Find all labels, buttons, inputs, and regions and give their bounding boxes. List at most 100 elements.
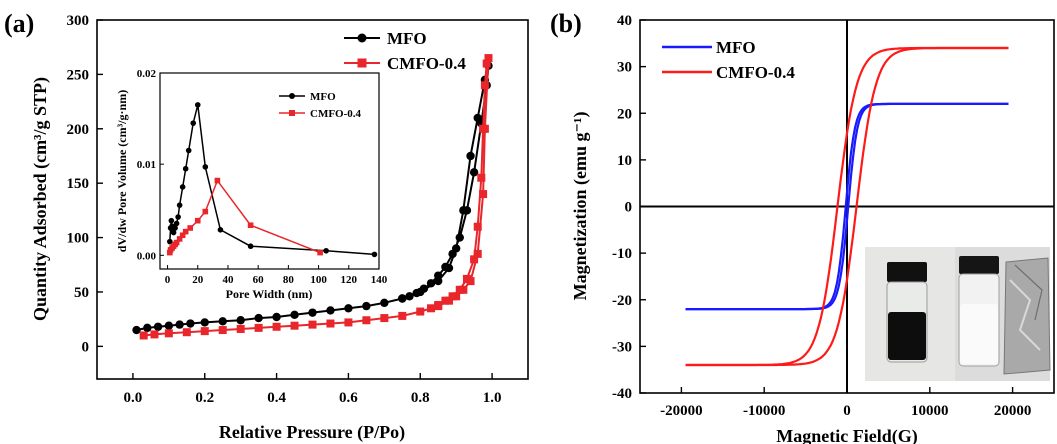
- panel-a-point-cmfo: [326, 319, 335, 328]
- inset-point-mfo: [170, 229, 177, 236]
- inset-ticks: 0 20 40 60 80 100 120 140 0.00 0.01 0.02: [137, 68, 388, 286]
- panel-a-point-cmfo: [164, 329, 173, 338]
- inset-point-mfo: [371, 251, 378, 258]
- inset-x-tick-label: 140: [371, 274, 388, 286]
- panel-a-point-mfo: [380, 298, 389, 308]
- panel-b-x-tick-label: 0: [843, 403, 851, 419]
- inset-frame: [159, 72, 380, 270]
- panel-b: (b) -20000 -10000 0 10000 20000 -40 -30 -20 -10 0…: [550, 9, 1055, 444]
- panel-a-point-mfo: [308, 308, 317, 317]
- panel-a-x-tick-label: 0.8: [411, 390, 430, 406]
- inset-point-cmfo: [176, 236, 183, 242]
- panel-a-x-tick-label: 1.0: [483, 390, 502, 406]
- panel-a-point-cmfo: [272, 322, 281, 331]
- vial-white-powder: [960, 304, 998, 364]
- inset-legend-marker-cmfo: [289, 110, 295, 116]
- panel-a-series: [132, 54, 493, 340]
- inset-point-cmfo: [194, 217, 201, 224]
- inset-point-cmfo: [173, 239, 180, 246]
- panel-a-frame: [96, 19, 529, 380]
- panel-a-point-mfo: [455, 233, 464, 242]
- inset-legend-label-cmfo: CMFO-0.4: [310, 108, 362, 120]
- panel-b-series: [685, 46, 1009, 367]
- legend-label-cmfo: CMFO-0.4: [387, 54, 466, 73]
- panel-b-x-tick-label: -10000: [743, 403, 786, 419]
- panel-b-y-tick-label: -20: [612, 293, 632, 309]
- hysteresis-descending-mfo: [685, 102, 1009, 311]
- panel-a-point-mfo: [272, 312, 281, 322]
- inset-point-mfo: [217, 227, 224, 233]
- inset-legend: MFO CMFO-0.4: [279, 91, 362, 120]
- panel-a-point-cmfo: [462, 274, 471, 283]
- panel-b-y-tick-label: -30: [612, 339, 632, 355]
- panel-b-label: (b): [550, 9, 582, 38]
- inset-x-tick-label: 120: [341, 274, 358, 286]
- panel-a-y-axis-title: Quantity Adsorbed (cm³/g STP): [30, 77, 51, 321]
- panel-a-x-tick-label: 0.6: [339, 390, 358, 406]
- inset-point-mfo: [173, 220, 180, 227]
- panel-a-point-mfo: [469, 168, 479, 177]
- panel-b-ticks: -20000 -10000 0 10000 20000 -40 -30 -20 -10 0 10 20…: [612, 13, 1054, 419]
- inset-point-cmfo: [179, 232, 186, 239]
- inset-point-cmfo: [182, 228, 189, 235]
- inset-x-tick-label: 80: [283, 274, 295, 286]
- panel-a-point-mfo: [441, 262, 450, 272]
- panel-b-y-tick-label: 0: [625, 200, 633, 216]
- panel-a-point-cmfo: [290, 321, 299, 330]
- panel-a-point-cmfo: [470, 255, 479, 264]
- inset-point-mfo: [179, 184, 186, 190]
- panel-a-point-mfo: [398, 294, 407, 303]
- panel-a-point-cmfo: [480, 81, 489, 90]
- panel-a-point-mfo: [218, 317, 227, 326]
- panel-a-point-mfo: [326, 306, 335, 315]
- inset-point-cmfo: [317, 249, 323, 256]
- panel-a-point-mfo: [290, 310, 299, 320]
- panel-a-point-cmfo: [441, 296, 450, 305]
- inset-x-tick-label: 40: [222, 274, 234, 286]
- panel-a-point-mfo: [466, 151, 475, 161]
- panel-a-point-mfo: [362, 301, 371, 311]
- panel-a-point-cmfo: [182, 328, 191, 337]
- panel-a-point-cmfo: [479, 124, 488, 133]
- panel-a-point-mfo: [186, 319, 195, 328]
- panel-b-y-tick-label: -40: [612, 386, 632, 402]
- inset-x-tick-label: 0: [165, 274, 171, 286]
- foil-crease: [1009, 279, 1041, 351]
- panel-a-y-tick-label: 50: [74, 285, 89, 301]
- panel-a: (a) 0.0 0.2 0.4 0.6 0.8 1.0050100150200250300…: [4, 9, 529, 443]
- panel-a-point-mfo: [132, 325, 141, 335]
- legend-marker-cmfo: [357, 58, 367, 68]
- panel-a-point-mfo: [236, 316, 245, 325]
- panel-a-x-tick-label: 0.2: [195, 390, 214, 406]
- panel-b-y-tick-label: 30: [617, 60, 632, 76]
- inset-point-mfo: [323, 247, 329, 254]
- panel-b-y-tick-label: 10: [617, 153, 632, 169]
- vial-photo: [865, 247, 1051, 381]
- panel-a-series-line-mfo: [136, 65, 490, 331]
- panel-a-point-cmfo: [344, 318, 353, 327]
- panel-a-y-tick-label: 200: [67, 122, 90, 138]
- inset-y-tick-label: 0.01: [137, 159, 156, 171]
- panel-a-point-cmfo: [477, 173, 486, 182]
- panel-a-point-mfo: [143, 323, 152, 333]
- panel-a-point-cmfo: [448, 292, 457, 301]
- panel-a-point-cmfo: [427, 304, 436, 313]
- panel-a-point-cmfo: [479, 190, 488, 199]
- panel-a-y-tick-label: 0: [82, 339, 90, 355]
- panel-a-point-mfo: [344, 304, 353, 313]
- panel-a-point-cmfo: [200, 327, 209, 336]
- panel-a-point-cmfo: [416, 307, 425, 316]
- panel-a-point-mfo: [434, 271, 443, 280]
- panel-a-legend: MFO CMFO-0.4: [344, 29, 466, 73]
- inset-point-mfo: [185, 147, 192, 154]
- inset-y-tick-label: 0.00: [137, 250, 157, 262]
- inset-x-axis-title: Pore Width (nm): [226, 287, 313, 301]
- legend-label-mfo: MFO: [387, 29, 427, 48]
- legend-marker-mfo: [357, 33, 367, 43]
- panel-a-point-cmfo: [473, 249, 482, 258]
- panel-b-y-tick-label: -10: [612, 246, 632, 262]
- vial-dark-suspension: [888, 312, 926, 360]
- vial-cap-white: [959, 256, 999, 274]
- panel-b-y-axis-title: Magnetization (emu g⁻¹): [570, 112, 591, 301]
